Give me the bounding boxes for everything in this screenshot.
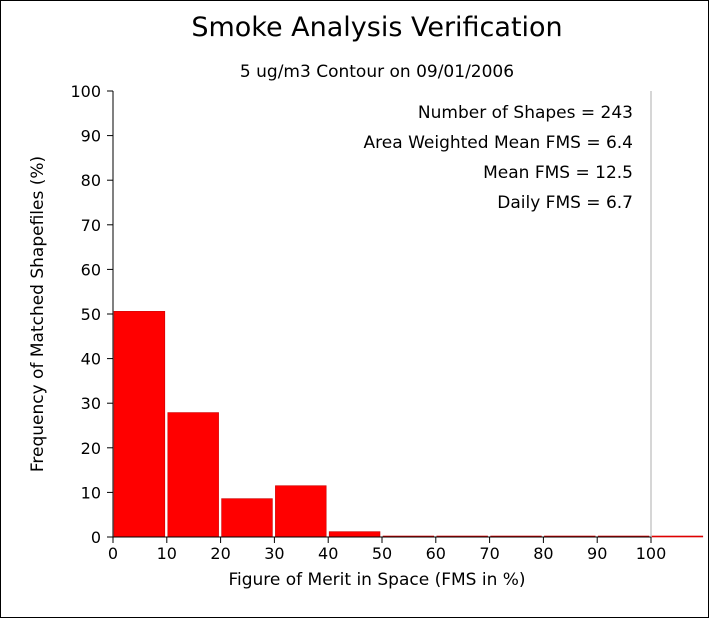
x-tick-label: 10 bbox=[157, 544, 177, 563]
y-tick-labels: 0 10 20 30 40 50 60 70 80 90 100 bbox=[70, 82, 101, 547]
bar-series bbox=[113, 311, 704, 538]
bar-30-40 bbox=[275, 485, 327, 538]
stat-annotation: Daily FMS = 6.7 bbox=[497, 193, 633, 213]
bar-40-50 bbox=[328, 531, 381, 538]
stat-annotation: Number of Shapes = 243 bbox=[418, 103, 633, 123]
x-tick-label: 60 bbox=[426, 544, 446, 563]
chart-subtitle: 5 ug/m3 Contour on 09/01/2006 bbox=[240, 62, 514, 82]
y-tick-label: 80 bbox=[81, 171, 101, 190]
y-tick-label: 30 bbox=[81, 394, 101, 413]
y-axis-label: Frequency of Matched Shapefiles (%) bbox=[28, 156, 48, 472]
x-tick-label: 40 bbox=[318, 544, 338, 563]
x-tick-label: 20 bbox=[210, 544, 230, 563]
y-tick-label: 60 bbox=[81, 260, 101, 279]
y-tick-label: 0 bbox=[91, 528, 101, 547]
chart-title: Smoke Analysis Verification bbox=[191, 12, 562, 43]
bar-10-20 bbox=[167, 412, 219, 538]
y-tick-label: 10 bbox=[81, 483, 101, 502]
stat-annotation: Area Weighted Mean FMS = 6.4 bbox=[364, 133, 633, 153]
x-tick-label: 90 bbox=[587, 544, 607, 563]
y-tick-label: 40 bbox=[81, 350, 101, 369]
x-axis-label: Figure of Merit in Space (FMS in %) bbox=[228, 570, 525, 590]
bar-0-10 bbox=[113, 311, 166, 538]
x-tick-label: 30 bbox=[264, 544, 284, 563]
bar-20-30 bbox=[221, 498, 273, 538]
y-tick-label: 20 bbox=[81, 439, 101, 458]
x-tick-label: 70 bbox=[479, 544, 499, 563]
x-tick-label: 80 bbox=[533, 544, 553, 563]
bar-100-110 bbox=[651, 535, 704, 538]
x-tick-label: 50 bbox=[372, 544, 392, 563]
y-tick-label: 50 bbox=[81, 305, 101, 324]
x-tick-label: 100 bbox=[636, 544, 667, 563]
x-tick-labels: 0 10 20 30 40 50 60 70 80 90 100 bbox=[108, 544, 666, 563]
y-tick-label: 70 bbox=[81, 216, 101, 235]
stats-annotations: Number of Shapes = 243 Area Weighted Mean… bbox=[364, 103, 633, 213]
x-tick-label: 0 bbox=[108, 544, 118, 563]
stat-annotation: Mean FMS = 12.5 bbox=[483, 163, 633, 183]
y-tick-label: 90 bbox=[81, 127, 101, 146]
y-tick-label: 100 bbox=[70, 82, 101, 101]
axes bbox=[107, 90, 652, 543]
